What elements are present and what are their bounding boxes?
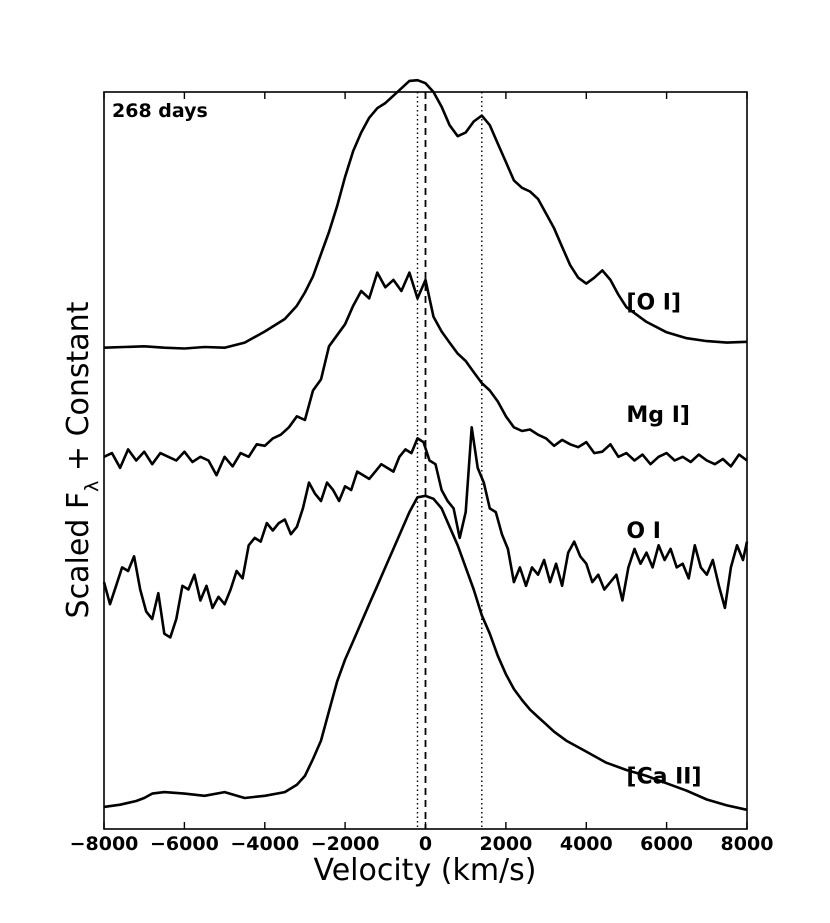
y-axis-label-main: Scaled F — [61, 492, 96, 619]
reference-lines — [416, 92, 483, 829]
series-label-o-i: [O I] — [626, 290, 681, 315]
y-axis-label-suffix: + Constant — [61, 301, 96, 480]
series-o-i-line — [102, 426, 749, 639]
x-tick-label: −8000 — [70, 833, 139, 855]
series-mg-i-line — [103, 271, 748, 477]
y-axis-label: Scaled Fλ + Constant — [61, 301, 103, 618]
series-label-ca-ii: [Ca II] — [626, 764, 701, 789]
series-labels: [O I] Mg I] O I [Ca II] — [626, 290, 701, 789]
x-tick-label: 2000 — [479, 833, 532, 855]
x-tick-label: −2000 — [311, 833, 380, 855]
x-ticks: −8000 −6000 −4000 −2000 0 2000 4000 6000 8000 — [70, 92, 774, 855]
epoch-label: 268 days — [112, 100, 208, 122]
y-axis-label-subscript: λ — [81, 481, 103, 492]
x-tick-label: 6000 — [640, 833, 693, 855]
series-o-i-line — [103, 78, 748, 350]
x-tick-label: −4000 — [230, 833, 299, 855]
x-tick-label: 8000 — [721, 833, 774, 855]
x-tick-label: −6000 — [150, 833, 219, 855]
series-label-mg-i: Mg I] — [626, 403, 690, 428]
x-axis-label: Velocity (km/s) — [314, 853, 537, 888]
x-tick-label: 0 — [419, 833, 432, 855]
series-label-o-i: O I — [626, 519, 661, 544]
x-tick-label: 4000 — [560, 833, 613, 855]
